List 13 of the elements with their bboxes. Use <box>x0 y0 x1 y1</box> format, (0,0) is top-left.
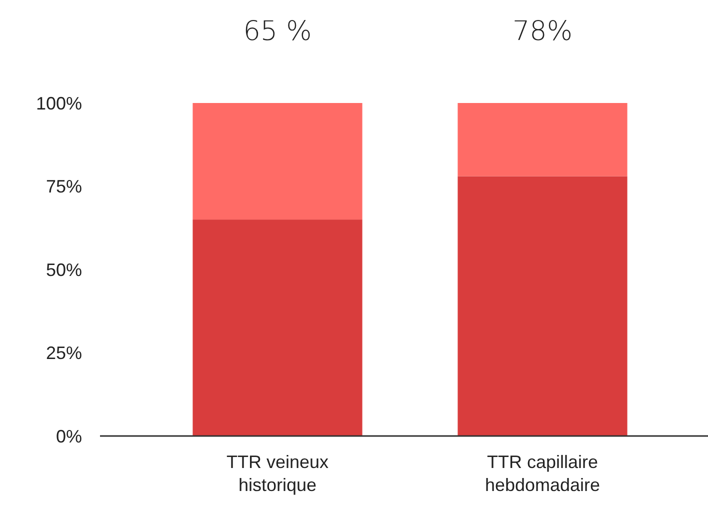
x-tick-label: TTR capillaire hebdomadaire <box>484 452 600 495</box>
bar <box>458 103 628 176</box>
x-tick-label: TTR veineux historique <box>226 452 329 495</box>
bar <box>458 176 628 436</box>
y-tick-label: 50% <box>46 260 82 280</box>
y-tick-label: 100% <box>36 93 82 114</box>
y-tick-label: 0% <box>56 426 82 446</box>
y-tick-label: 25% <box>46 343 82 364</box>
bar <box>192 103 362 220</box>
bar <box>192 220 362 436</box>
y-tick-label: 75% <box>46 176 82 197</box>
data-label: 78% <box>512 16 573 47</box>
data-label: 65 % <box>243 16 312 47</box>
